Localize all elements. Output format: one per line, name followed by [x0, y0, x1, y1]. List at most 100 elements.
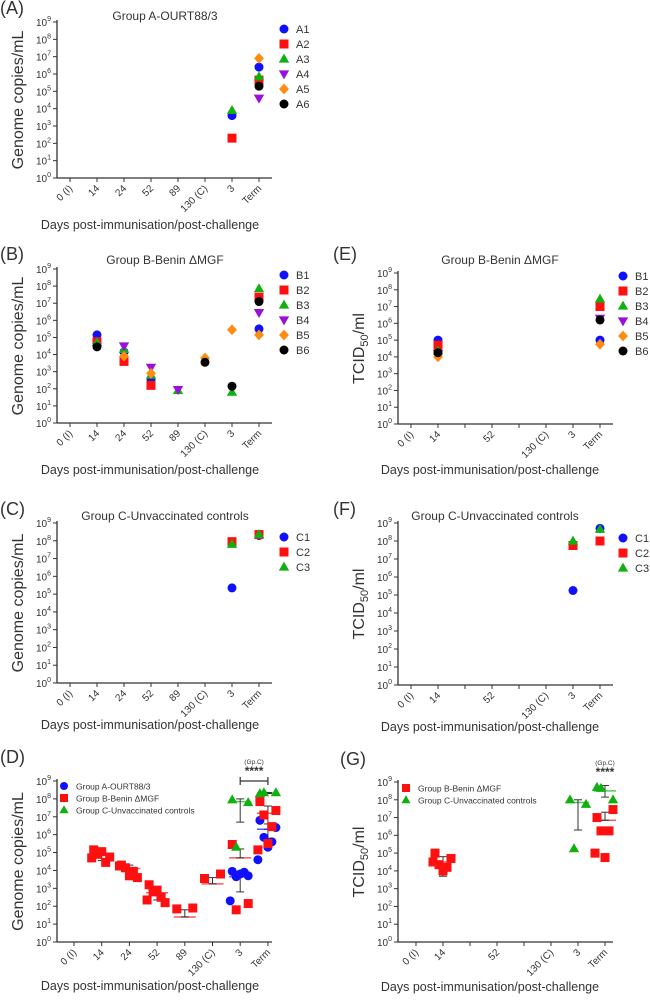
y-tick-label: 105 [377, 334, 392, 347]
legend-marker [279, 24, 289, 34]
data-point-b3 [226, 386, 238, 396]
y-tick-label: 102 [36, 900, 51, 913]
y-tick-base: 10 [36, 590, 48, 601]
y-tick-label: 109 [36, 263, 51, 276]
y-tick-label: 107 [377, 301, 392, 314]
y-tick-label: 108 [36, 793, 51, 806]
legend-marker [401, 795, 411, 804]
x-tick-label: 24 [119, 947, 135, 963]
legend-label: B3 [296, 300, 309, 312]
x-tick-label: 3 [571, 947, 583, 959]
x-tick-label: 130 (C) [520, 429, 551, 460]
y-tick-exponent: 7 [388, 301, 392, 308]
chart-title: Group A-OURT88/3 [112, 9, 217, 23]
y-tick-label: 103 [36, 120, 51, 133]
y-tick-exponent: 9 [388, 267, 392, 274]
data-point-group-c-unvaccinated-controls [607, 794, 619, 804]
y-tick-base: 10 [36, 105, 48, 116]
legend-label: Group B-Benin ΔMGF [76, 794, 159, 804]
y-tick-exponent: 3 [47, 120, 51, 127]
y-tick-label: 102 [36, 641, 51, 654]
y-tick-label: 105 [36, 331, 51, 344]
y-tick-label: 104 [36, 864, 51, 877]
legend-marker [278, 70, 290, 80]
data-point-group-b-benin-mgf [446, 853, 456, 863]
y-tick-exponent: 5 [388, 589, 392, 596]
y-tick-base: 10 [377, 609, 389, 620]
y-tick-label: 109 [377, 517, 392, 530]
legend-label: B2 [635, 286, 648, 298]
legend-marker [279, 547, 289, 557]
legend-label: B6 [296, 345, 309, 357]
y-tick-base: 10 [36, 866, 48, 877]
data-point-b6 [200, 357, 210, 367]
y-tick-label: 104 [36, 349, 51, 362]
panel-label: (A) [0, 0, 24, 18]
data-point-group-b-benin-mgf [97, 847, 107, 857]
y-tick-base: 10 [36, 174, 48, 185]
legend-label: B1 [635, 271, 648, 283]
y-tick-base: 10 [377, 370, 389, 381]
legend-marker [60, 794, 68, 802]
y-tick-exponent: 1 [47, 918, 51, 925]
legend-marker [279, 83, 289, 95]
data-point-group-b-benin-mgf [438, 866, 448, 876]
data-point-b5 [595, 338, 605, 350]
data-point-c3 [226, 538, 238, 548]
y-tick-exponent: 4 [47, 606, 51, 613]
x-tick-label: 14 [432, 947, 448, 963]
data-point-group-b-benin-mgf [227, 840, 237, 850]
data-point-group-b-benin-mgf [216, 869, 225, 879]
y-tick-label: 106 [377, 829, 392, 842]
legend-marker [60, 782, 68, 790]
y-tick-label: 101 [36, 155, 51, 168]
legend-marker [279, 329, 289, 341]
y-tick-base: 10 [36, 53, 48, 64]
legend-marker [618, 548, 628, 558]
data-point-group-b-benin-mgf [142, 895, 152, 905]
y-tick-label: 103 [36, 624, 51, 637]
y-tick-exponent: 7 [388, 812, 392, 819]
y-tick-label: 100 [36, 677, 51, 690]
y-tick-base: 10 [377, 849, 389, 860]
y-tick-label: 105 [36, 85, 51, 98]
y-tick-exponent: 5 [47, 331, 51, 338]
legend-marker [617, 317, 629, 327]
y-tick-base: 10 [377, 319, 389, 330]
data-point-group-c-unvaccinated-controls [568, 843, 580, 853]
y-tick-label: 106 [36, 314, 51, 327]
data-point-b5 [146, 367, 156, 379]
data-point-group-b-benin-mgf [231, 905, 241, 915]
data-point-b1 [254, 324, 264, 334]
y-tick-exponent: 3 [388, 368, 392, 375]
data-point-group-b-benin-mgf [253, 845, 263, 855]
y-tick-label: 108 [36, 33, 51, 46]
y-tick-base: 10 [36, 87, 48, 98]
y-tick-label: 108 [377, 535, 392, 548]
y-tick-label: 104 [36, 103, 51, 116]
y-tick-exponent: 1 [47, 155, 51, 162]
y-tick-exponent: 2 [388, 643, 392, 650]
y-tick-exponent: 9 [388, 776, 392, 783]
x-axis-title: Days post-immunisation/post-challenge [381, 463, 599, 477]
y-tick-label: 108 [36, 280, 51, 293]
y-tick-label: 107 [36, 297, 51, 310]
data-point-group-b-benin-mgf [259, 810, 269, 820]
data-point-group-b-benin-mgf [267, 822, 277, 832]
legend-marker [278, 316, 290, 326]
data-point-a4 [253, 94, 265, 104]
data-point-b5 [227, 324, 237, 336]
legend-marker [59, 805, 69, 814]
y-tick-exponent: 5 [47, 588, 51, 595]
y-tick-exponent: 0 [388, 679, 392, 686]
legend-marker [279, 532, 289, 542]
data-point-group-b-benin-mgf [608, 805, 618, 815]
y-tick-label: 106 [36, 68, 51, 81]
y-axis-title: Genome copies/mL [10, 792, 27, 931]
y-tick-base: 10 [377, 403, 389, 414]
x-axis-title: Days post-immunisation/post-challenge [381, 720, 599, 734]
y-tick-exponent: 0 [388, 936, 392, 943]
y-tick-exponent: 0 [47, 677, 51, 684]
x-tick-label: Term [582, 690, 606, 714]
